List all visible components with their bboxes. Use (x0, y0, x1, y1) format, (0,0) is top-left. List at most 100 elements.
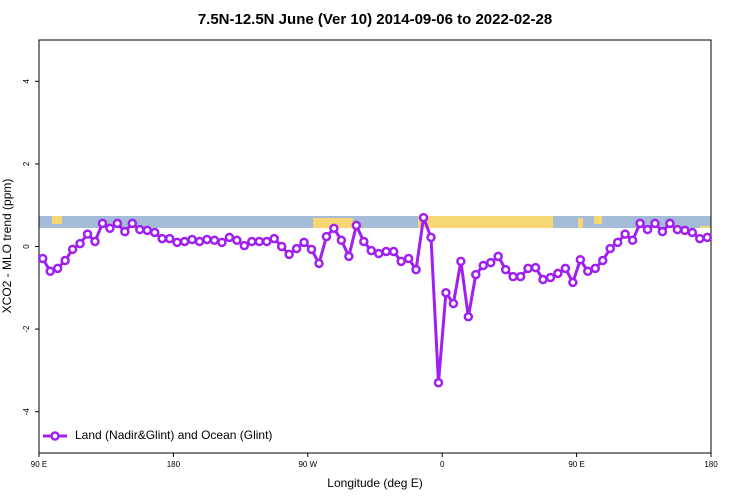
data-point (478, 260, 489, 271)
data-point (411, 264, 421, 275)
data-point (45, 266, 55, 277)
data-point (471, 269, 481, 280)
chart-title: 7.5N-12.5N June (Ver 10) 2014-09-06 to 2… (198, 11, 552, 28)
x-tick-label: 90 E (31, 460, 47, 469)
y-tick-label: 0 (22, 244, 31, 249)
data-point (695, 233, 705, 244)
data-point (545, 272, 556, 283)
data-point (284, 249, 294, 260)
data-point (575, 254, 586, 265)
data-point (254, 236, 265, 247)
data-point (164, 233, 175, 244)
data-point (672, 224, 683, 235)
legend-label: Land (Nadir&Glint) and Ocean (Glint) (75, 428, 272, 442)
y-tick-label: 4 (22, 79, 31, 84)
data-point (702, 232, 713, 243)
x-tick-label: 90 E (568, 460, 584, 469)
data-point (194, 236, 205, 247)
data-point (179, 236, 190, 247)
data-point (52, 263, 63, 274)
data-point (612, 237, 623, 248)
data-point (351, 220, 362, 231)
data-point (306, 244, 317, 255)
data-point (67, 244, 78, 255)
data-point (568, 277, 578, 288)
data-point (269, 233, 279, 244)
data-point (127, 218, 138, 229)
data-point (105, 223, 115, 234)
data-point (321, 231, 332, 242)
data-point (157, 233, 167, 244)
data-point (261, 236, 272, 247)
data-point (448, 298, 459, 309)
data-point (433, 378, 444, 388)
data-point (202, 234, 212, 245)
data-point (120, 226, 130, 237)
data-point (396, 256, 406, 267)
data-point (530, 262, 541, 273)
data-point (515, 271, 526, 282)
data-point (493, 251, 503, 262)
data-point (224, 232, 235, 243)
data-point (627, 235, 638, 246)
data-point (291, 243, 302, 254)
data-point (523, 263, 533, 274)
data-point (344, 251, 354, 262)
legend-marker (50, 431, 60, 441)
data-point (590, 263, 601, 274)
data-point (560, 263, 571, 274)
data-point (172, 237, 182, 248)
data-point (75, 238, 85, 249)
data-point (642, 224, 653, 235)
data-point (97, 218, 108, 229)
x-axis-label: Longitude (deg E) (327, 476, 422, 490)
x-tick-label: 180 (704, 460, 718, 469)
data-point (299, 237, 309, 248)
data-point (373, 248, 384, 259)
data-point (112, 218, 123, 229)
data-point (90, 236, 100, 247)
data-point (620, 229, 630, 239)
data-point (680, 225, 690, 236)
map-strip (39, 216, 711, 228)
data-point (359, 236, 369, 247)
data-point (60, 255, 70, 266)
data-point (553, 268, 563, 279)
data-point (149, 227, 160, 238)
data-point (232, 235, 242, 246)
data-point (82, 229, 93, 239)
y-axis-label: XCO2 - MLO trend (ppm) (0, 179, 14, 314)
data-point (605, 243, 615, 254)
x-tick-label: 0 (440, 460, 445, 469)
data-point (247, 236, 257, 247)
data-point (650, 218, 660, 229)
data-point (456, 256, 466, 267)
data-point (381, 246, 391, 257)
data-point (314, 258, 324, 269)
data-point (217, 237, 227, 248)
data-point (441, 288, 451, 298)
data-point (276, 241, 287, 252)
data-point (485, 257, 496, 268)
data-point (329, 223, 339, 234)
data-point (583, 266, 593, 277)
data-point (239, 240, 250, 251)
data-point (209, 235, 220, 246)
data-point (388, 246, 399, 257)
data-point (665, 218, 675, 229)
x-tick-label: 90 W (298, 460, 317, 469)
data-point (463, 311, 474, 322)
y-tick-label: -2 (22, 325, 31, 333)
data-point (657, 226, 668, 237)
data-point (366, 245, 377, 256)
series-line (41, 216, 708, 385)
data-point (135, 224, 145, 235)
data-point (187, 234, 197, 245)
data-point (336, 235, 347, 246)
data-point (635, 218, 645, 229)
x-tick-label: 180 (167, 460, 181, 469)
data-point (418, 212, 429, 223)
data-point (687, 227, 698, 238)
data-point (142, 225, 153, 236)
